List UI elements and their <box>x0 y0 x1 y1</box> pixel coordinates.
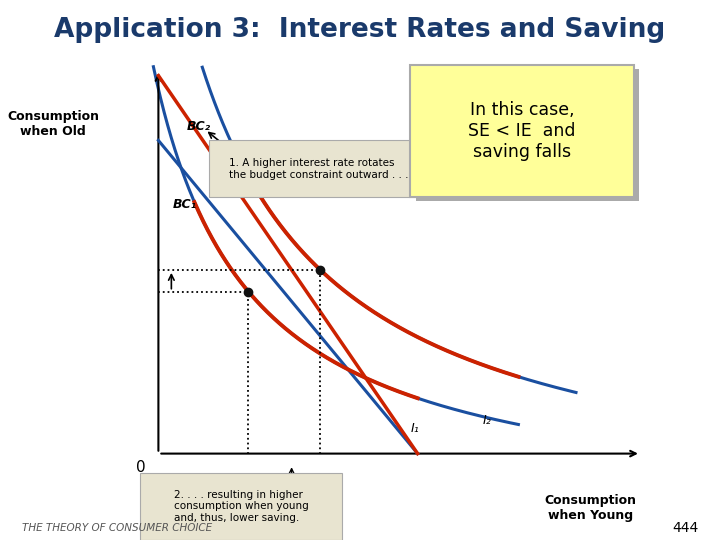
Text: 2. . . . resulting in higher
consumption when young
and, thus, lower saving.: 2. . . . resulting in higher consumption… <box>174 490 309 523</box>
Text: THE THEORY OF CONSUMER CHOICE: THE THEORY OF CONSUMER CHOICE <box>22 523 212 533</box>
Text: I₁: I₁ <box>410 422 419 435</box>
Text: In this case,
SE < IE  and
saving falls: In this case, SE < IE and saving falls <box>468 101 576 161</box>
Text: Application 3:  Interest Rates and Saving: Application 3: Interest Rates and Saving <box>55 17 665 43</box>
FancyBboxPatch shape <box>416 69 639 201</box>
Text: 444: 444 <box>672 521 698 535</box>
Text: 0: 0 <box>135 460 145 475</box>
FancyBboxPatch shape <box>410 65 634 197</box>
Text: BC₁: BC₁ <box>173 198 197 211</box>
Text: Consumption
when Young: Consumption when Young <box>544 494 636 522</box>
Text: 1. A higher interest rate rotates
the budget constraint outward . . .: 1. A higher interest rate rotates the bu… <box>229 158 408 179</box>
Text: Consumption
when Old: Consumption when Old <box>7 110 99 138</box>
FancyBboxPatch shape <box>209 140 428 197</box>
Text: BC₂: BC₂ <box>187 119 212 133</box>
FancyBboxPatch shape <box>140 472 342 540</box>
Text: I₂: I₂ <box>482 414 491 427</box>
